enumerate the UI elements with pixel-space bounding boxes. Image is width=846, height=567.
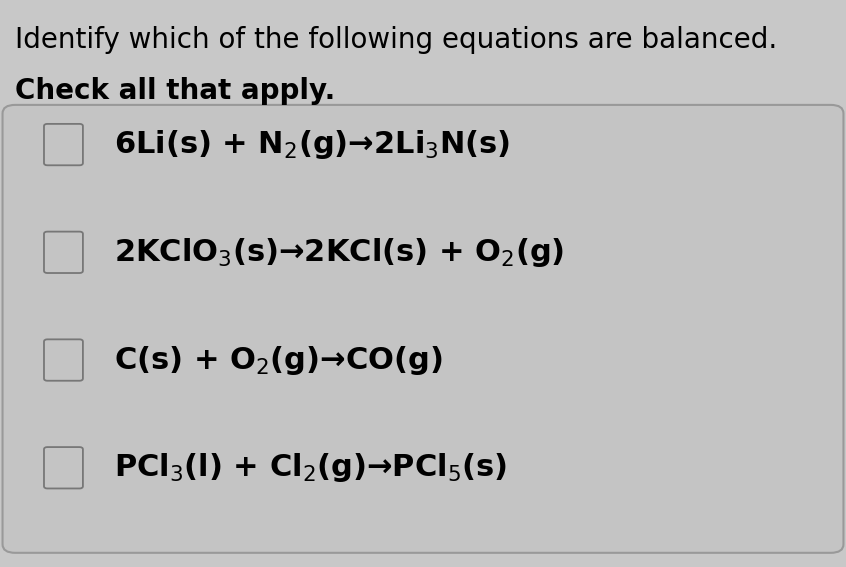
Text: Check all that apply.: Check all that apply.	[15, 77, 336, 104]
FancyBboxPatch shape	[44, 231, 83, 273]
FancyBboxPatch shape	[44, 124, 83, 166]
Text: C(s) + O$_2$(g)→CO(g): C(s) + O$_2$(g)→CO(g)	[114, 344, 442, 376]
Text: Identify which of the following equations are balanced.: Identify which of the following equation…	[15, 26, 777, 53]
FancyBboxPatch shape	[44, 339, 83, 381]
Text: 2KClO$_3$(s)→2KCl(s) + O$_2$(g): 2KClO$_3$(s)→2KCl(s) + O$_2$(g)	[114, 236, 564, 269]
FancyBboxPatch shape	[44, 447, 83, 489]
Text: PCl$_3$(l) + Cl$_2$(g)→PCl$_5$(s): PCl$_3$(l) + Cl$_2$(g)→PCl$_5$(s)	[114, 451, 508, 484]
Text: 6Li(s) + N$_2$(g)→2Li$_3$N(s): 6Li(s) + N$_2$(g)→2Li$_3$N(s)	[114, 128, 510, 161]
FancyBboxPatch shape	[3, 105, 843, 553]
